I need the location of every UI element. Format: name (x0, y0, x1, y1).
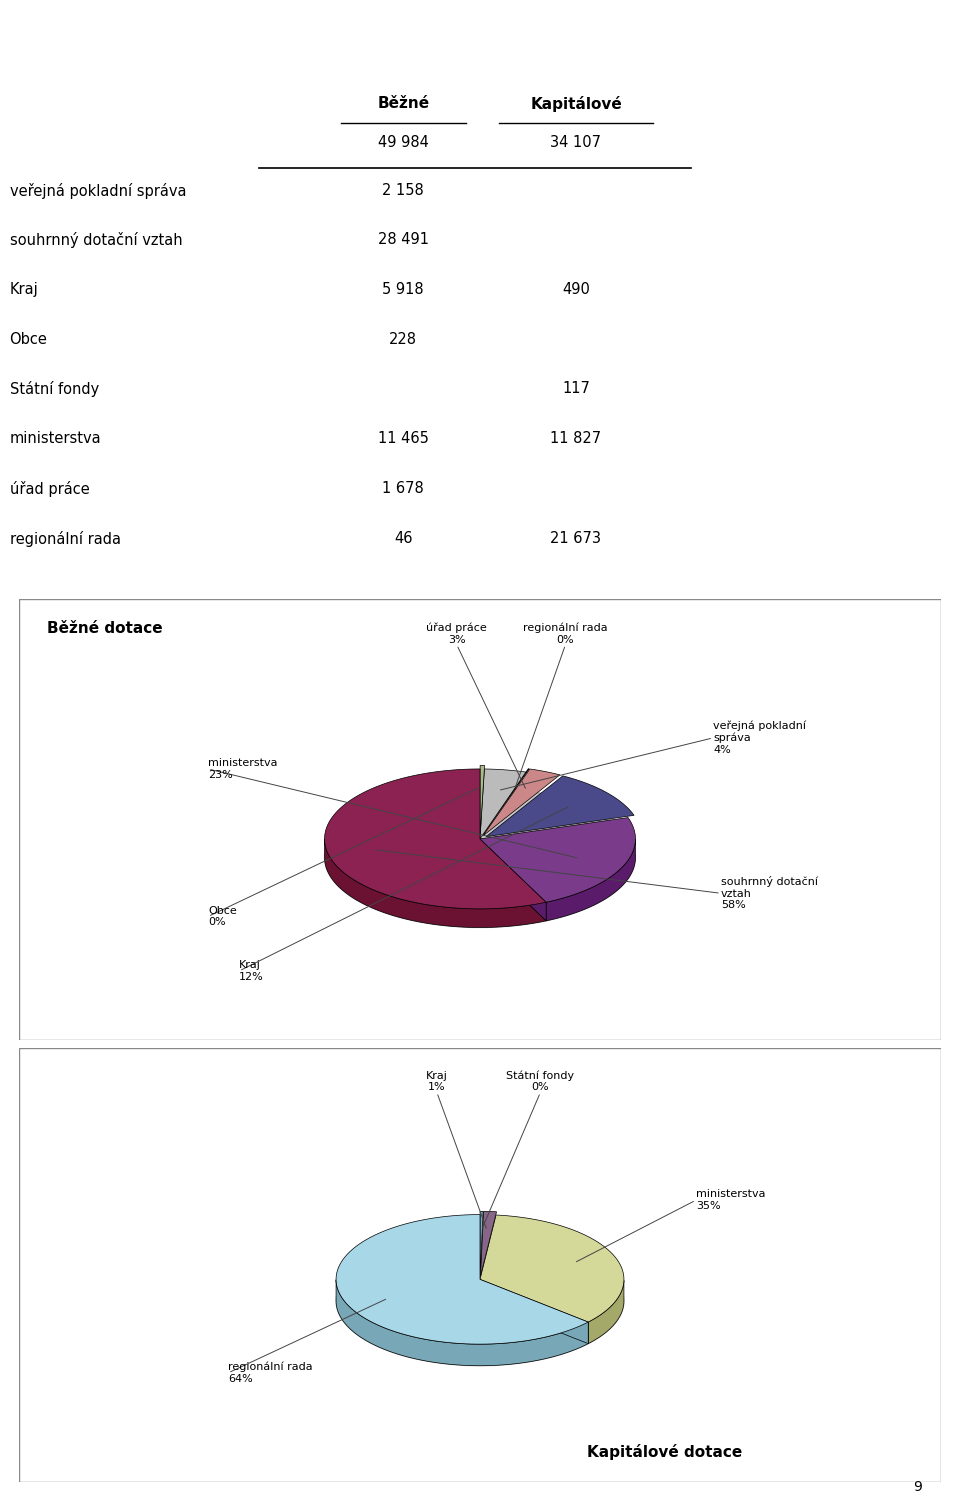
Polygon shape (588, 1280, 624, 1344)
Text: Běžné dotace: Běžné dotace (47, 621, 162, 636)
Polygon shape (480, 1216, 624, 1322)
Polygon shape (336, 1214, 588, 1344)
Text: 490: 490 (562, 281, 590, 296)
Polygon shape (480, 1280, 588, 1344)
Text: úřad práce
3%: úřad práce 3% (426, 623, 487, 645)
Text: Kraj
12%: Kraj 12% (239, 960, 264, 982)
Polygon shape (336, 1280, 588, 1365)
Polygon shape (480, 838, 546, 921)
Text: veřejná pokladní
správa
4%: veřejná pokladní správa 4% (713, 720, 806, 754)
Polygon shape (480, 838, 546, 921)
Text: 28 491: 28 491 (377, 232, 429, 247)
Polygon shape (480, 769, 526, 838)
Polygon shape (482, 769, 529, 835)
Text: 9: 9 (913, 1481, 922, 1494)
Text: úřad práce: úřad práce (10, 481, 89, 497)
Text: 49 984: 49 984 (378, 135, 428, 150)
Text: Kapitálové: Kapitálové (530, 96, 622, 112)
Polygon shape (324, 787, 636, 928)
Text: Kraj: Kraj (10, 281, 38, 296)
Text: Kapitálové dotace: Kapitálové dotace (587, 1445, 742, 1461)
Text: 228: 228 (389, 332, 418, 347)
Text: regionální rada: regionální rada (10, 530, 121, 546)
Polygon shape (480, 1211, 483, 1275)
Text: 21 673: 21 673 (550, 530, 602, 545)
Text: regionální rada
64%: regionální rada 64% (228, 1362, 313, 1383)
Text: veřejná pokladní správa: veřejná pokladní správa (10, 183, 186, 199)
Polygon shape (480, 1211, 496, 1275)
Text: 11 465: 11 465 (378, 431, 428, 446)
Text: Státní fondy
0%: Státní fondy 0% (506, 1070, 574, 1093)
Text: Obce: Obce (10, 332, 47, 347)
Text: Kraj
1%: Kraj 1% (426, 1070, 447, 1093)
Text: souhrnný dotační vztah: souhrnný dotační vztah (10, 232, 182, 249)
Polygon shape (336, 1237, 624, 1365)
Polygon shape (486, 775, 634, 837)
Text: Běžné: Běžné (377, 96, 429, 111)
Text: Obce
0%: Obce 0% (208, 906, 237, 928)
Polygon shape (546, 840, 636, 921)
Text: ministerstva
23%: ministerstva 23% (208, 757, 277, 780)
Text: 117: 117 (562, 382, 590, 397)
Polygon shape (324, 769, 546, 909)
Text: 5 918: 5 918 (382, 281, 424, 296)
Text: ministerstva
35%: ministerstva 35% (696, 1190, 765, 1211)
Polygon shape (324, 838, 546, 928)
Polygon shape (480, 765, 485, 835)
Polygon shape (480, 817, 636, 903)
Text: souhrnný dotační
vztah
58%: souhrnný dotační vztah 58% (721, 876, 818, 910)
Text: Státní fondy: Státní fondy (10, 382, 99, 397)
Text: ministerstva: ministerstva (10, 431, 101, 446)
Text: 34 107: 34 107 (550, 135, 602, 150)
Text: 46: 46 (394, 530, 413, 545)
Polygon shape (480, 1280, 588, 1344)
Text: 11 827: 11 827 (550, 431, 602, 446)
Text: regionální rada
0%: regionální rada 0% (523, 623, 608, 645)
Text: 1 678: 1 678 (382, 481, 424, 496)
Polygon shape (483, 769, 560, 835)
Text: 2 158: 2 158 (382, 183, 424, 198)
